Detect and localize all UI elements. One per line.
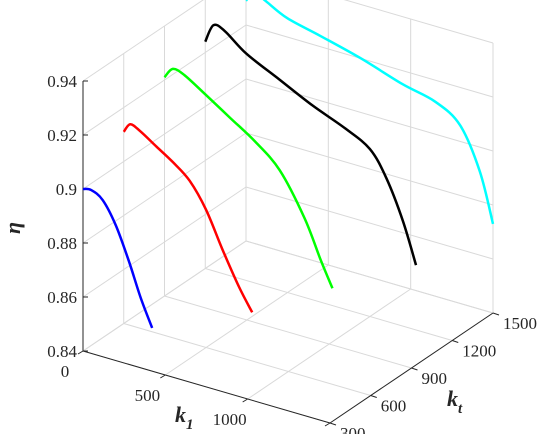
back-wall-gridline-eta [245, 24, 494, 98]
back-wall-gridline-eta [245, 78, 494, 152]
grid-layer [82, 0, 494, 424]
kt-tick-mark [411, 367, 418, 371]
side-wall-gridline-eta [82, 240, 247, 352]
back-wall-gridline-eta [343, 0, 494, 44]
kt-tick-label: 900 [422, 369, 448, 388]
axis-layer [77, 80, 500, 427]
k1-tick-label: 0 [61, 362, 70, 381]
side-wall-gridline-eta [82, 132, 247, 244]
series-line-kt-1500 [245, 0, 495, 225]
eta-tick-label: 0.92 [47, 126, 77, 145]
kt-tick-mark [492, 312, 500, 316]
kt-tick-mark [452, 340, 459, 343]
eta-tick-label: 0.84 [47, 342, 77, 361]
side-wall-gridline-eta [82, 186, 247, 298]
series-line-kt-600 [122, 123, 254, 313]
x-axis-label-subscript: 1 [186, 417, 194, 433]
back-wall-gridline-eta [245, 132, 494, 206]
floor-gridline-kt [164, 295, 412, 369]
x-axis-label: k1 [175, 402, 194, 433]
kt-tick-mark [329, 422, 337, 426]
y-axis-label-main: k [447, 386, 458, 411]
k1-tick-mark [77, 350, 84, 355]
side-wall-gridline-eta [82, 78, 247, 190]
kt-tick-label: 300 [340, 424, 366, 434]
eta-tick-label: 0.86 [47, 288, 77, 307]
k1-tick-mark [160, 374, 166, 379]
k1-tick-mark [324, 422, 331, 427]
kt-tick-label: 1500 [503, 314, 537, 333]
eta-tick-label: 0.9 [56, 180, 77, 199]
z-axis-label: η [0, 222, 25, 234]
floor-gridline-kt [123, 323, 371, 396]
kt-tick-mark [370, 395, 377, 398]
kt-tick-label: 600 [381, 397, 407, 416]
back-wall-gridline-eta [245, 186, 494, 260]
k1-tick-mark [242, 398, 248, 403]
k1-tick-label: 500 [135, 386, 161, 405]
eta-tick-label: 0.88 [47, 234, 77, 253]
series-layer [82, 0, 495, 329]
side-wall-gridline-eta [82, 0, 204, 82]
k1-tick-label: 1000 [213, 410, 247, 429]
kt-tick-label: 1200 [462, 342, 496, 361]
label-layer: 050010001500300600900120015000.840.860.8… [47, 72, 537, 434]
x-axis-label-main: k [175, 402, 186, 427]
y-axis-label-subscript: t [458, 401, 463, 417]
eta-tick-label: 0.94 [47, 72, 77, 91]
k1-axis-line [82, 350, 331, 424]
side-wall-gridline-eta [82, 24, 247, 136]
series-line-kt-300 [82, 187, 154, 329]
series-line-kt-900 [163, 67, 334, 289]
series-line-kt-1200 [204, 23, 418, 266]
floor-gridline-kt [205, 268, 453, 341]
y-axis-label: kt [447, 386, 463, 417]
back-wall-gridline-eta [245, 240, 494, 314]
